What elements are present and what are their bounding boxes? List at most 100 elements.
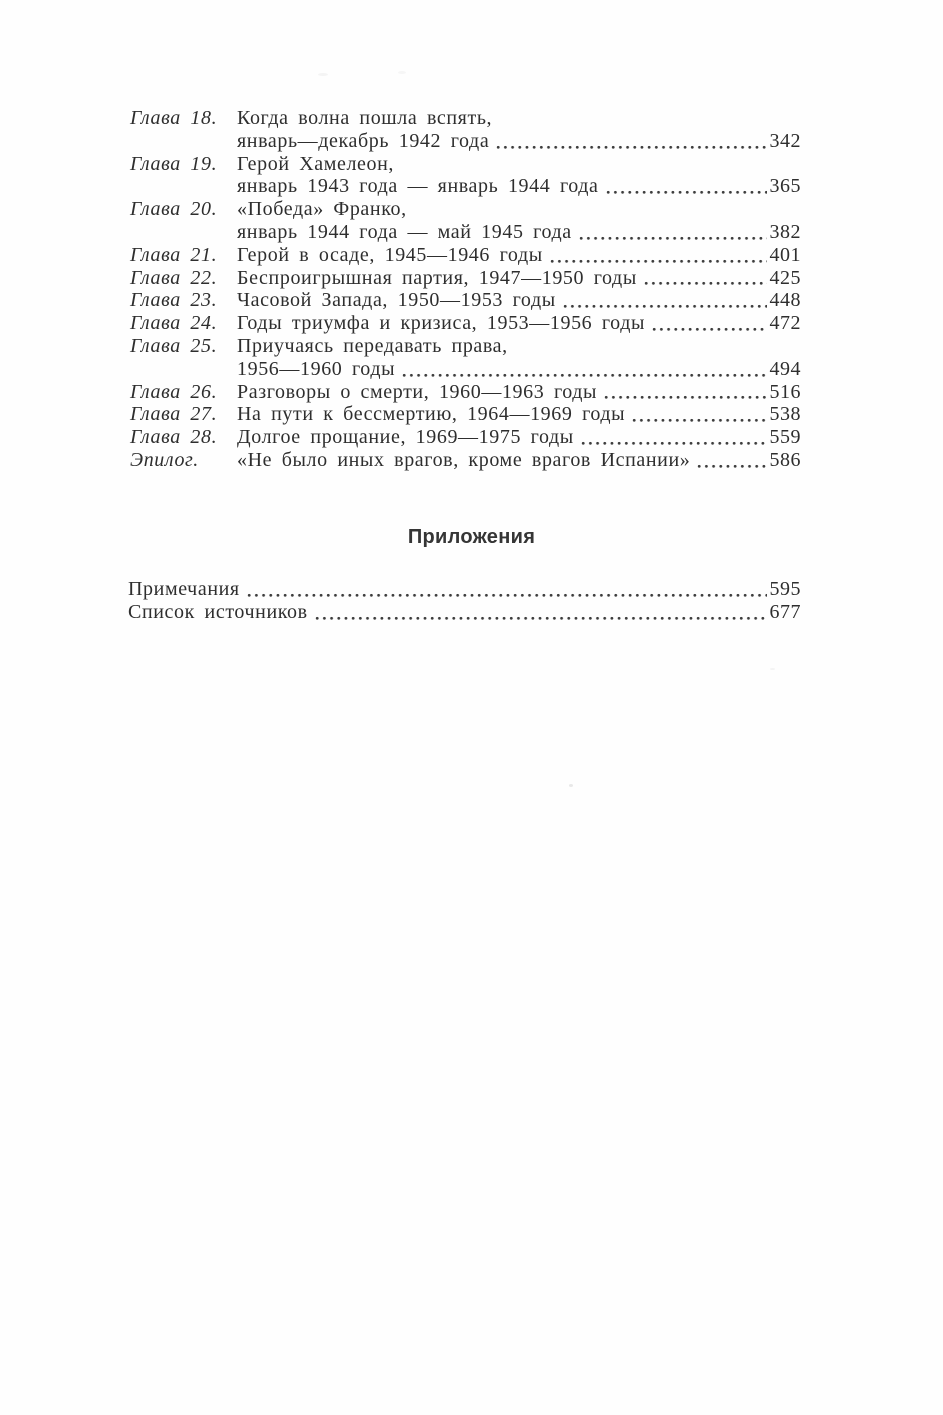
toc-line-text: Когда волна пошла вспять, bbox=[237, 107, 493, 129]
toc-leader-line: Часовой Запада, 1950—1953 годы 448 bbox=[237, 289, 801, 312]
toc-entry-body: Приучаясь передавать права, 1956—1960 год… bbox=[237, 335, 801, 381]
dot-leader bbox=[580, 440, 767, 446]
scan-artifact bbox=[569, 784, 573, 787]
appendix-item: Список источников 677 bbox=[128, 601, 801, 624]
dot-leader bbox=[605, 190, 767, 196]
dot-leader bbox=[643, 281, 767, 287]
toc-entry: Глава 28. Долгое прощание, 1969—1975 годы… bbox=[130, 426, 801, 449]
page-number: 342 bbox=[769, 129, 801, 152]
toc-line-text: 1956—1960 годы bbox=[237, 357, 396, 380]
toc-entry-label: Глава 27. bbox=[130, 403, 218, 426]
appendix-heading: Приложения bbox=[407, 525, 536, 548]
appendix-item-title: Примечания bbox=[128, 577, 240, 600]
page-number: 365 bbox=[769, 175, 801, 198]
toc-entry-body: Часовой Запада, 1950—1953 годы 448 bbox=[237, 289, 801, 312]
toc-line-text: январь—декабрь 1942 года bbox=[237, 129, 490, 152]
toc-leader-line: Разговоры о смерти, 1960—1963 годы 516 bbox=[237, 381, 801, 404]
page-number: 559 bbox=[769, 426, 801, 449]
toc-line-text: Приучаясь передавать права, bbox=[237, 334, 508, 357]
page-number: 538 bbox=[769, 403, 801, 426]
toc-entry-body: «Победа» Франко, январь 1944 года — май 1… bbox=[237, 198, 801, 244]
toc-title-line: Когда волна пошла вспять, bbox=[237, 107, 801, 130]
toc-line-text: «Победа» Франко, bbox=[237, 198, 407, 221]
table-of-contents: Глава 18. Когда волна пошла вспять, январь… bbox=[128, 107, 801, 624]
page-number: 401 bbox=[769, 243, 801, 266]
dot-leader bbox=[652, 326, 767, 332]
scan-artifact bbox=[398, 71, 406, 74]
toc-entry-label: Глава 19. bbox=[130, 152, 218, 175]
toc-leader-line: январь—декабрь 1942 года 342 bbox=[237, 130, 801, 153]
toc-leader-line: Долгое прощание, 1969—1975 годы 559 bbox=[237, 426, 801, 449]
dot-leader bbox=[246, 592, 767, 598]
toc-line-text: На пути к бессмертию, 1964—1969 годы bbox=[237, 403, 626, 426]
toc-list: Глава 18. Когда волна пошла вспять, январь… bbox=[130, 107, 801, 472]
page-number: 586 bbox=[769, 448, 801, 471]
toc-leader-line: Герой в осаде, 1945—1946 годы 401 bbox=[237, 244, 801, 267]
toc-leader-line: На пути к бессмертию, 1964—1969 годы 538 bbox=[237, 403, 801, 426]
toc-line-text: Беспроигрышная партия, 1947—1950 годы bbox=[237, 266, 637, 289]
toc-line-text: Долгое прощание, 1969—1975 годы bbox=[237, 426, 574, 449]
toc-entry-label: Глава 25. bbox=[130, 334, 218, 357]
toc-entry-label: Глава 21. bbox=[130, 243, 218, 266]
toc-entry-body: Разговоры о смерти, 1960—1963 годы 516 bbox=[237, 381, 801, 404]
toc-entry-body: Долгое прощание, 1969—1975 годы 559 bbox=[237, 426, 801, 449]
toc-entry-label: Глава 20. bbox=[130, 198, 218, 221]
toc-entry-label: Глава 26. bbox=[130, 380, 218, 403]
toc-entry: Глава 25. Приучаясь передавать права, 1956… bbox=[130, 335, 801, 381]
toc-leader-line: Беспроигрышная партия, 1947—1950 годы 425 bbox=[237, 267, 801, 290]
page-number: 677 bbox=[769, 600, 801, 623]
page-number: 472 bbox=[769, 312, 801, 335]
toc-entry-body: «Не было иных врагов, кроме врагов Испан… bbox=[237, 449, 801, 472]
appendix-item-title: Список источников bbox=[128, 600, 308, 623]
toc-entry-label: Глава 22. bbox=[130, 266, 218, 289]
dot-leader bbox=[697, 463, 767, 469]
page-number: 516 bbox=[769, 380, 801, 403]
appendix-item: Примечания 595 bbox=[128, 578, 801, 601]
toc-entry: Глава 21. Герой в осаде, 1945—1946 годы 40… bbox=[130, 244, 801, 267]
toc-entry-label: Глава 28. bbox=[130, 426, 218, 449]
toc-line-text: «Не было иных врагов, кроме врагов Испан… bbox=[237, 448, 691, 471]
page-number: 425 bbox=[769, 266, 801, 289]
toc-entry-body: Годы триумфа и кризиса, 1953—1956 годы 47… bbox=[237, 312, 801, 335]
scan-artifact bbox=[770, 668, 775, 670]
dot-leader bbox=[402, 372, 767, 378]
scan-artifact bbox=[318, 73, 328, 76]
toc-title-line: Герой Хамелеон, bbox=[237, 153, 801, 176]
toc-leader-line: Годы триумфа и кризиса, 1953—1956 годы 47… bbox=[237, 312, 801, 335]
toc-entry: Глава 20. «Победа» Франко, январь 1944 год… bbox=[130, 198, 801, 244]
toc-entry: Глава 23. Часовой Запада, 1950—1953 годы 4… bbox=[130, 289, 801, 312]
toc-line-text: Разговоры о смерти, 1960—1963 годы bbox=[237, 380, 598, 403]
toc-entry-body: Когда волна пошла вспять, январь—декабрь … bbox=[237, 107, 801, 153]
toc-line-text: Герой Хамелеон, bbox=[237, 152, 395, 175]
dot-leader bbox=[549, 258, 767, 264]
toc-entry: Глава 22. Беспроигрышная партия, 1947—195… bbox=[130, 267, 801, 290]
page-number: 595 bbox=[769, 577, 801, 600]
toc-entry-body: На пути к бессмертию, 1964—1969 годы 538 bbox=[237, 403, 801, 426]
page-number: 382 bbox=[769, 220, 801, 243]
dot-leader bbox=[604, 395, 767, 401]
toc-line-text: январь 1943 года — январь 1944 года bbox=[237, 175, 599, 198]
toc-line-text: Часовой Запада, 1950—1953 годы bbox=[237, 289, 556, 312]
page-number: 448 bbox=[769, 289, 801, 312]
toc-entry: Глава 24. Годы триумфа и кризиса, 1953—19… bbox=[130, 312, 801, 335]
toc-entry-label: Глава 23. bbox=[130, 289, 218, 312]
toc-entry: Глава 18. Когда волна пошла вспять, январь… bbox=[130, 107, 801, 153]
dot-leader bbox=[578, 235, 767, 241]
dot-leader bbox=[314, 615, 767, 621]
dot-leader bbox=[562, 304, 767, 310]
toc-entry: Эпилог. «Не было иных врагов, кроме враго… bbox=[130, 449, 801, 472]
toc-leader-line: «Не было иных врагов, кроме врагов Испан… bbox=[237, 449, 801, 472]
toc-line-text: январь 1944 года — май 1945 года bbox=[237, 220, 572, 243]
toc-leader-line: январь 1944 года — май 1945 года 382 bbox=[237, 221, 801, 244]
toc-entry-label: Эпилог. bbox=[130, 448, 199, 471]
toc-entry-body: Герой Хамелеон, январь 1943 года — январь… bbox=[237, 153, 801, 199]
toc-entry: Глава 26. Разговоры о смерти, 1960—1963 г… bbox=[130, 381, 801, 404]
toc-entry-body: Беспроигрышная партия, 1947—1950 годы 425 bbox=[237, 267, 801, 290]
toc-entry: Глава 19. Герой Хамелеон, январь 1943 года… bbox=[130, 153, 801, 199]
dot-leader bbox=[496, 144, 767, 150]
toc-title-line: Приучаясь передавать права, bbox=[237, 335, 801, 358]
toc-leader-line: январь 1943 года — январь 1944 года 365 bbox=[237, 175, 801, 198]
toc-leader-line: 1956—1960 годы 494 bbox=[237, 358, 801, 381]
toc-entry: Глава 27. На пути к бессмертию, 1964—1969… bbox=[130, 403, 801, 426]
